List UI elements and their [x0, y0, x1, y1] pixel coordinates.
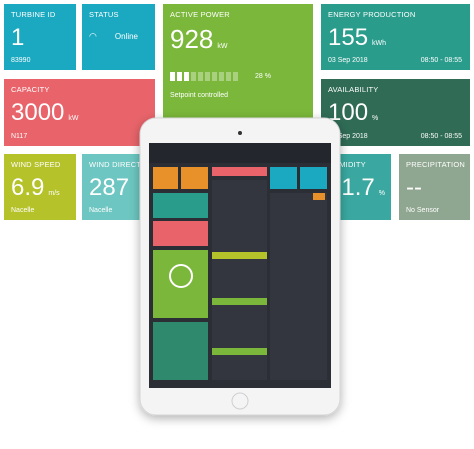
tile-title: HUMIDITY: [328, 160, 366, 169]
tile-title: STATUS: [89, 10, 119, 19]
bar-segment: [226, 72, 231, 81]
tile-unit: %: [372, 115, 379, 122]
tile-time: 08:50 - 08:55: [420, 57, 462, 64]
tile-unit: kW: [68, 115, 79, 122]
bar-segment: [191, 72, 196, 81]
tile-value: 6.9 m/s: [11, 174, 60, 201]
tile-value: 287: [89, 174, 130, 201]
tile-title: PRECIPITATION: [406, 160, 465, 169]
tile: STATUS ◠ Online: [82, 4, 155, 70]
tile: ACTIVE POWER 928 kW 28 % Setpoint controlled: [163, 4, 313, 126]
bar-segment: [219, 72, 224, 81]
tile-footer: 83990: [11, 57, 31, 64]
percent: 28 %: [255, 73, 271, 80]
tile-title: WIND SPEED: [11, 160, 61, 169]
tile: CAPACITY 3000 kW N117: [4, 79, 155, 146]
tile-date: 03 Sep 2018: [328, 133, 368, 140]
tile-title: WIND DIRECTI: [89, 160, 144, 169]
tile: AVAILABILITY 100% 03 Sep 2018 08:50 - 08:55: [321, 79, 470, 146]
tile-footer: N117: [11, 133, 28, 140]
tile-value: 3000 kW: [11, 99, 79, 126]
tile-title: AVAILABILITY: [328, 85, 379, 94]
status-row: ◠ Online: [89, 31, 148, 42]
tile: WIND SPEED 6.9 m/s Nacelle: [4, 154, 76, 220]
tile-footer: Nacelle: [11, 207, 35, 214]
bar-segment: [198, 72, 203, 81]
bar-segment: [233, 72, 238, 81]
bar-segment: [184, 72, 189, 81]
bar-segment: [212, 72, 217, 81]
tile-value: 1: [11, 24, 25, 51]
tile-unit: kW: [217, 43, 228, 50]
bar-segment: [177, 72, 182, 81]
status-text: Online: [114, 32, 138, 41]
bar-segment: [205, 72, 210, 81]
wifi-icon: ◠: [89, 31, 97, 41]
tile-date: 03 Sep 2018: [328, 57, 368, 64]
tile: PRECIPITATION -- No Sensor: [399, 154, 470, 220]
tile: ENERGY PRODUCTION 155 kWh 03 Sep 2018 08:50 …: [321, 4, 470, 70]
tile-value: 155 kWh: [328, 24, 387, 51]
tile-footer: Nacelle: [89, 207, 113, 214]
tile-footer: Setpoint controlled: [170, 92, 228, 99]
tile-unit: kWh: [372, 40, 387, 47]
tile: TURBINE ID 1 83990: [4, 4, 76, 70]
tile-value: --: [406, 174, 422, 201]
tile-title: ACTIVE POWER: [170, 10, 230, 19]
tile-unit: m/s: [48, 190, 60, 197]
tile-title: ENERGY PRODUCTION: [328, 10, 416, 19]
tile-unit: %: [378, 190, 385, 197]
tile-footer: No Sensor: [406, 207, 440, 214]
tile-title: CAPACITY: [11, 85, 50, 94]
tile-time: 08:50 - 08:55: [420, 133, 462, 140]
power-bar: [170, 72, 238, 81]
tile-title: TURBINE ID: [11, 10, 56, 19]
bar-segment: [170, 72, 175, 81]
tile-value: 928 kW: [170, 24, 228, 54]
